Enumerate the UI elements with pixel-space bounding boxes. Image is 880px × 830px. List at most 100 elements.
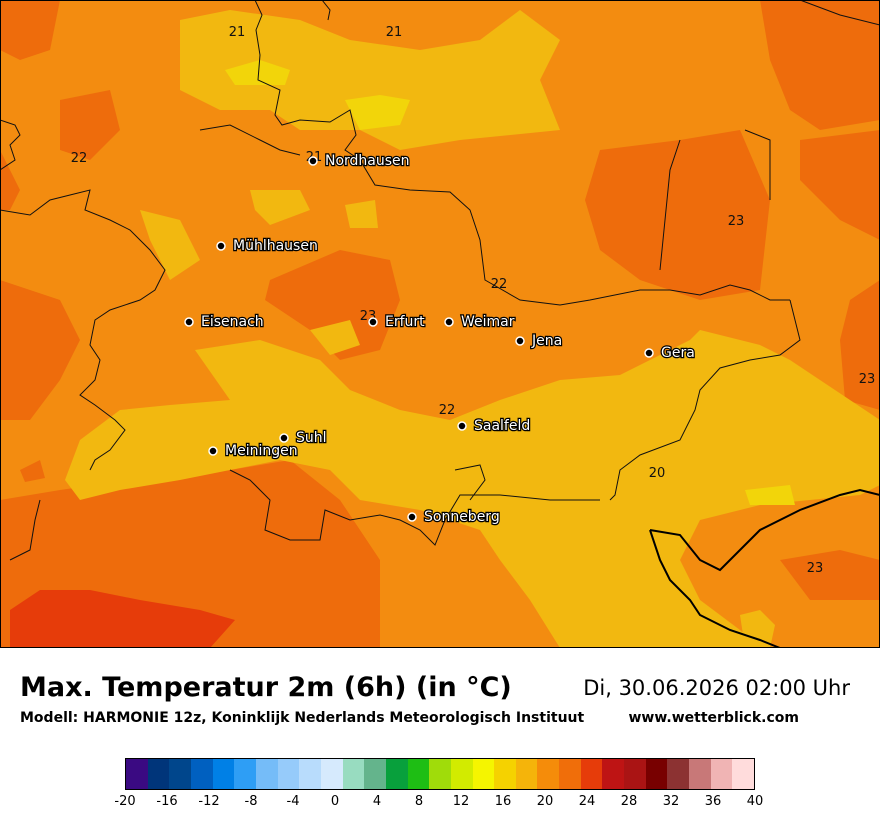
border-east-upper xyxy=(744,129,771,200)
city-marker xyxy=(216,241,226,251)
legend-swatch xyxy=(234,759,256,789)
map-svg: 21 21 22 21 23 23 22 23 22 20 23 Nordhau… xyxy=(0,0,880,649)
city-label: Nordhausen xyxy=(325,153,410,169)
city-label: Suhl xyxy=(296,430,327,446)
legend-tick-label: 28 xyxy=(620,794,638,809)
legend-swatch xyxy=(689,759,711,789)
city-nordhausen: Nordhausen xyxy=(308,152,411,170)
legend-tick-label: 32 xyxy=(662,794,680,809)
map-title: Max. Temperatur 2m (6h) (in °C) xyxy=(20,672,512,703)
city-marker xyxy=(644,348,654,358)
legend-swatch xyxy=(624,759,646,789)
legend-tick-label: 16 xyxy=(494,794,512,809)
zone-21 xyxy=(345,200,378,228)
legend-swatch xyxy=(580,759,603,789)
zone-23 xyxy=(0,280,80,420)
legend-swatch xyxy=(450,759,473,789)
city-label: Erfurt xyxy=(385,314,425,330)
zone-21 xyxy=(180,10,560,150)
city-marker xyxy=(308,156,318,166)
city-suhl: Suhl xyxy=(279,429,328,447)
city-marker xyxy=(407,512,417,522)
city-label: Meiningen xyxy=(225,443,298,459)
country-border-line-east xyxy=(649,488,880,572)
district-line-south xyxy=(454,464,486,501)
legend-tick-label: -4 xyxy=(286,794,300,809)
contour-label: 23 xyxy=(807,561,824,576)
model-subtitle: Modell: HARMONIE 12z, Koninklijk Nederla… xyxy=(20,710,585,726)
legend-swatch xyxy=(320,759,343,789)
contour-label: 20 xyxy=(649,466,666,481)
state-border-west xyxy=(0,189,166,471)
legend-swatch xyxy=(385,759,408,789)
legend-swatch xyxy=(364,759,386,789)
legend-swatch xyxy=(277,759,300,789)
legend-swatch xyxy=(515,759,538,789)
legend-swatch xyxy=(255,759,278,789)
zone-23 xyxy=(585,130,770,300)
city-muehlhausen: Mühlhausen xyxy=(216,237,319,255)
city-label: Sonneberg xyxy=(424,509,500,525)
legend-tick-label: 20 xyxy=(536,794,554,809)
legend-tick-label: -8 xyxy=(244,794,258,809)
zone-23 xyxy=(20,460,45,482)
country-border-line xyxy=(649,529,781,649)
city-label: Gera xyxy=(661,345,695,361)
city-sonneberg: Sonneberg xyxy=(407,508,501,526)
zone-23 xyxy=(760,0,880,130)
city-meiningen: Meiningen xyxy=(208,442,299,460)
city-jena: Jena xyxy=(515,332,563,350)
border-west-upper xyxy=(0,119,21,171)
city-marker xyxy=(457,421,467,431)
city-label: Jena xyxy=(531,333,562,349)
border-northeast xyxy=(799,0,880,26)
legend-tick-label: -20 xyxy=(114,794,136,809)
zone-23 xyxy=(0,150,20,210)
city-marker xyxy=(279,433,289,443)
legend-swatch xyxy=(472,759,495,789)
zone-23 xyxy=(800,130,880,240)
contour-label: 23 xyxy=(728,214,745,229)
zone-23 xyxy=(840,280,880,410)
city-label: Eisenach xyxy=(201,314,264,330)
contour-label: 22 xyxy=(71,151,88,166)
zone-21 xyxy=(140,210,200,280)
city-marker xyxy=(368,317,378,327)
legend-swatch xyxy=(147,759,170,789)
city-gera: Gera xyxy=(644,344,696,362)
zone-23 xyxy=(60,90,120,160)
legend-swatch xyxy=(645,759,668,789)
state-border-north xyxy=(254,0,790,306)
city-marker xyxy=(184,317,194,327)
district-borders xyxy=(0,0,880,561)
city-weimar: Weimar xyxy=(444,313,516,331)
legend-tick-label: -16 xyxy=(156,794,178,809)
info-panel: Max. Temperatur 2m (6h) (in °C) Modell: … xyxy=(0,648,880,830)
zone-21 xyxy=(250,190,310,225)
zone-23 xyxy=(265,250,400,360)
contour-label: 22 xyxy=(491,277,508,292)
legend-tick-label: 0 xyxy=(330,794,340,809)
legend-swatch xyxy=(710,759,733,789)
legend-tick-label: 24 xyxy=(578,794,596,809)
zone-20-core xyxy=(745,485,795,505)
temperature-map: 21 21 22 21 23 23 22 23 22 20 23 Nordhau… xyxy=(0,0,880,649)
legend-swatch xyxy=(212,759,235,789)
legend-swatch xyxy=(602,759,625,789)
legend-tick-label: 4 xyxy=(372,794,382,809)
legend-swatch xyxy=(494,759,516,789)
border-southwest xyxy=(9,499,41,561)
legend-tick-label: 40 xyxy=(746,794,764,809)
city-marker xyxy=(515,336,525,346)
legend-swatch xyxy=(537,759,560,789)
district-line-north xyxy=(199,124,301,156)
zone-20-core xyxy=(345,95,410,130)
zone-21 xyxy=(310,320,360,355)
website-link[interactable]: www.wetterblick.com xyxy=(628,710,800,726)
zone-24 xyxy=(10,590,235,648)
contour-label: 21 xyxy=(229,25,246,40)
zone-23 xyxy=(780,550,880,600)
city-erfurt: Erfurt xyxy=(368,313,426,331)
contour-label: 23 xyxy=(859,372,876,387)
border-north-top xyxy=(321,0,331,21)
